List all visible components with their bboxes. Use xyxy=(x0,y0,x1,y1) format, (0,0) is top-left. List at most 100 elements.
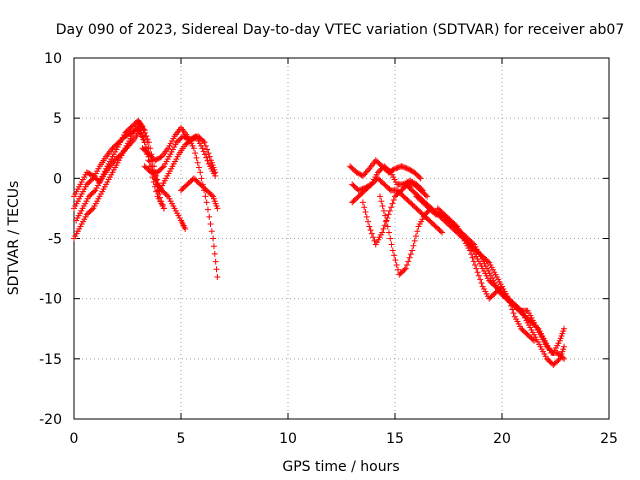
data-point xyxy=(412,233,419,240)
data-point xyxy=(123,132,130,139)
data-point xyxy=(509,306,516,313)
data-point xyxy=(119,149,126,156)
data-point xyxy=(91,188,98,195)
data-point xyxy=(150,178,157,185)
data-point xyxy=(214,274,221,281)
data-point xyxy=(201,139,208,146)
data-point xyxy=(126,131,133,138)
data-point xyxy=(409,247,416,254)
data-point xyxy=(124,144,131,151)
data-point xyxy=(139,133,146,140)
data-point xyxy=(361,171,368,178)
data-point xyxy=(469,240,476,247)
data-point xyxy=(205,150,212,157)
data-point xyxy=(477,276,484,283)
x-tick-label: 10 xyxy=(279,431,297,447)
data-point xyxy=(183,135,190,142)
data-point xyxy=(379,229,386,236)
data-point xyxy=(410,242,417,249)
data-point xyxy=(388,241,395,248)
data-point xyxy=(140,125,147,132)
data-point xyxy=(365,218,372,225)
data-point xyxy=(393,261,400,268)
data-point xyxy=(140,136,147,143)
data-point xyxy=(366,223,373,230)
data-point xyxy=(478,280,485,287)
data-point xyxy=(200,138,207,145)
series-arc-2c xyxy=(349,175,446,236)
data-point xyxy=(88,176,95,183)
data-point xyxy=(189,136,196,143)
data-point xyxy=(529,336,536,343)
data-point xyxy=(386,168,393,175)
data-point xyxy=(151,183,158,190)
data-point xyxy=(561,355,568,362)
series-arc-2g xyxy=(413,193,568,362)
data-point xyxy=(182,134,189,141)
data-point xyxy=(474,269,481,276)
data-point xyxy=(83,169,90,176)
y-tick-label: -10 xyxy=(39,292,62,308)
data-point xyxy=(206,153,213,160)
data-point xyxy=(394,266,401,273)
data-point xyxy=(382,212,389,219)
series-arc-1h xyxy=(178,175,221,212)
data-point xyxy=(403,261,410,268)
data-point xyxy=(386,186,393,193)
series-arc-2a xyxy=(347,157,424,182)
data-point xyxy=(86,170,93,177)
data-point xyxy=(120,148,127,155)
data-point xyxy=(121,146,128,153)
data-point xyxy=(362,209,369,216)
data-point xyxy=(197,169,204,176)
data-point xyxy=(208,192,215,199)
data-point xyxy=(191,135,198,142)
data-point xyxy=(370,234,377,241)
data-point xyxy=(367,227,374,234)
data-point xyxy=(392,257,399,264)
data-point xyxy=(122,133,129,140)
data-point xyxy=(207,221,214,228)
data-point xyxy=(385,211,392,218)
data-point xyxy=(386,207,393,214)
data-point xyxy=(145,157,152,164)
data-point xyxy=(389,247,396,254)
data-point xyxy=(210,235,217,242)
data-point xyxy=(152,157,159,164)
data-point xyxy=(195,164,202,171)
data-point xyxy=(531,337,538,344)
data-point xyxy=(406,166,413,173)
data-point xyxy=(510,310,517,317)
data-point xyxy=(411,237,418,244)
data-point xyxy=(387,235,394,242)
y-tick-label: 10 xyxy=(44,51,62,67)
data-point xyxy=(386,229,393,236)
data-point xyxy=(402,265,409,272)
data-point xyxy=(469,254,476,261)
data-point xyxy=(127,141,134,148)
data-point xyxy=(118,151,125,158)
data-point xyxy=(85,170,92,177)
data-point xyxy=(180,133,187,140)
data-point xyxy=(354,170,361,177)
data-point xyxy=(159,164,166,171)
data-point xyxy=(204,206,211,213)
data-point xyxy=(407,251,414,258)
data-point xyxy=(437,228,444,235)
data-point xyxy=(380,207,387,214)
y-tick-label: 5 xyxy=(53,111,62,127)
data-point xyxy=(198,175,205,182)
data-point xyxy=(390,196,397,203)
data-point xyxy=(146,168,153,175)
x-axis-label: GPS time / hours xyxy=(282,459,399,475)
data-point xyxy=(208,228,215,235)
y-tick-label: 0 xyxy=(53,171,62,187)
data-point xyxy=(365,167,372,174)
data-point xyxy=(358,172,365,179)
data-point xyxy=(361,204,368,211)
data-point xyxy=(190,145,197,152)
data-point xyxy=(200,148,207,155)
data-point xyxy=(129,138,136,145)
axis-ticks xyxy=(73,57,610,420)
data-point xyxy=(378,198,385,205)
